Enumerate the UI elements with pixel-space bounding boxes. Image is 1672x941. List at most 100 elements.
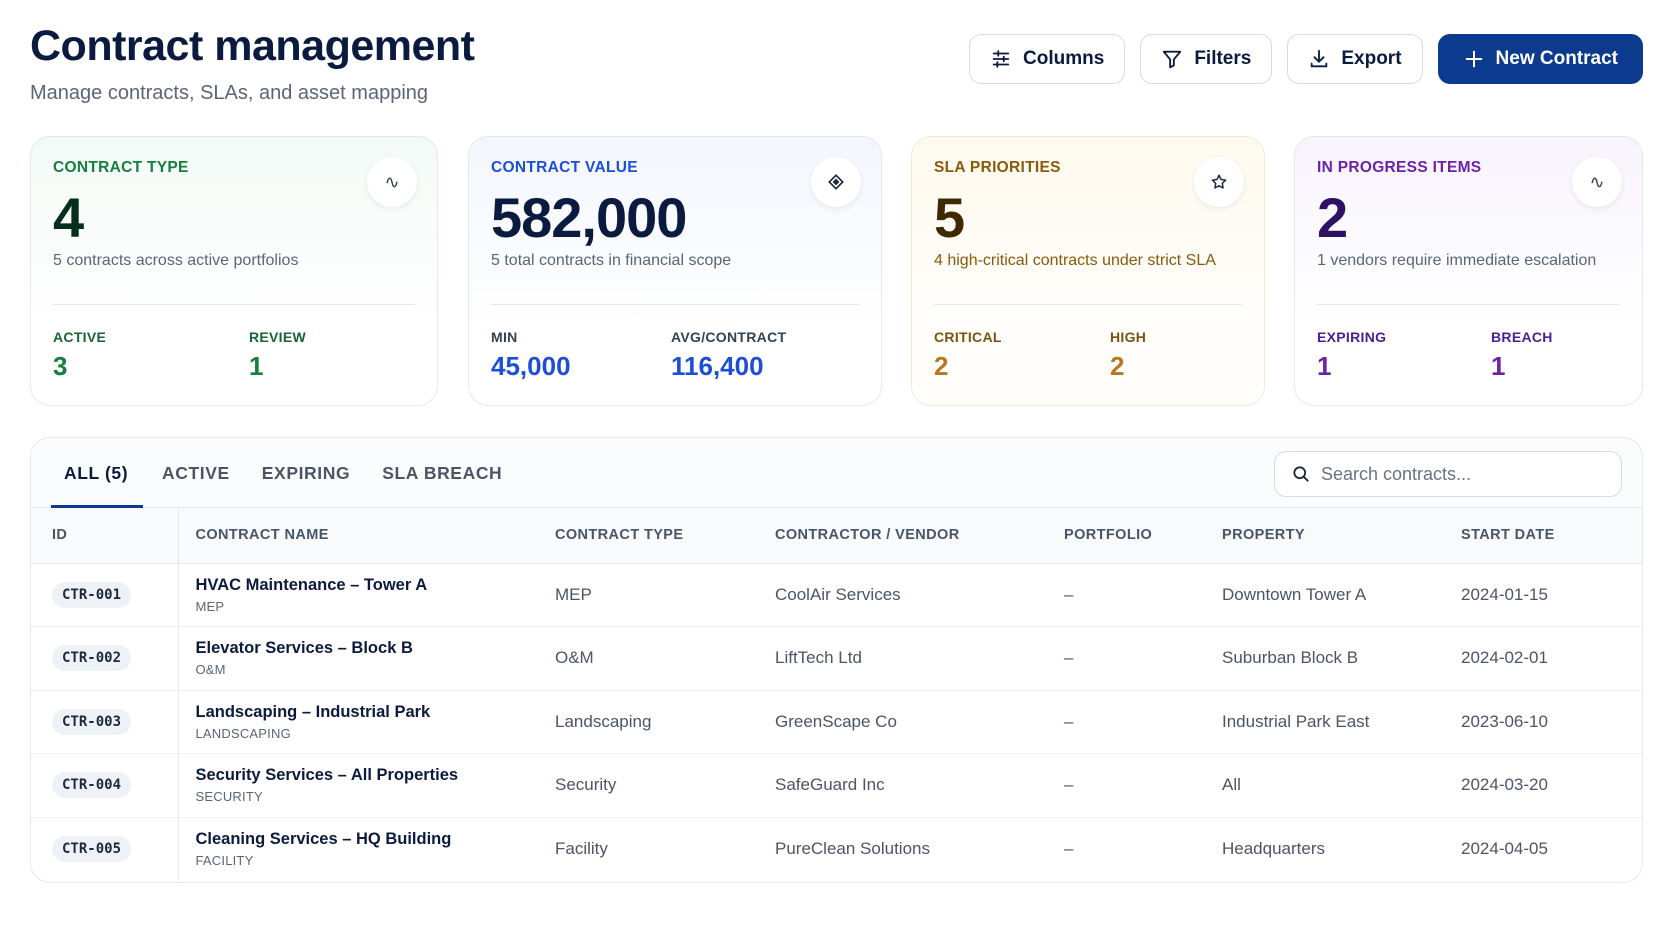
tab-expiring[interactable]: EXPIRING <box>261 462 351 483</box>
columns-button[interactable]: Columns <box>969 34 1126 84</box>
page-title: Contract management <box>30 22 475 70</box>
column-header-property[interactable]: PROPERTY <box>1222 508 1461 564</box>
stat-value: 45,000 <box>491 351 571 381</box>
table-row[interactable]: CTR-003 Landscaping – Industrial Park LA… <box>31 690 1642 754</box>
contract-start-date: 2024-03-20 <box>1461 753 1642 818</box>
search-icon <box>1293 466 1309 482</box>
column-header-contract-type[interactable]: CONTRACT TYPE <box>552 508 775 564</box>
card-divider <box>934 304 1242 305</box>
contract-name[interactable]: Security Services – All Properties <box>195 766 459 785</box>
stat-value: 1 <box>1491 351 1506 381</box>
card-value: 4 <box>53 186 84 249</box>
search-input[interactable] <box>1321 463 1611 485</box>
page: Contract management Manage contracts, SL… <box>30 22 1643 883</box>
export-button[interactable]: Export <box>1287 34 1423 84</box>
column-header-contract-name[interactable]: CONTRACT NAME <box>178 508 552 564</box>
table-row[interactable]: CTR-005 Cleaning Services – HQ Building … <box>31 817 1642 881</box>
card-stat: HIGH 2 <box>1110 329 1146 382</box>
stat-value: 3 <box>53 351 68 381</box>
column-header-portfolio[interactable]: PORTFOLIO <box>1064 508 1222 564</box>
contract-property: Suburban Block B <box>1222 626 1461 691</box>
contract-property: Industrial Park East <box>1222 690 1461 754</box>
contract-property: Downtown Tower A <box>1222 563 1461 627</box>
card-description: 1 vendors require immediate escalation <box>1317 252 1597 269</box>
contract-type: Landscaping <box>552 690 775 754</box>
card-description: 4 high-critical contracts under strict S… <box>934 252 1216 269</box>
contract-portfolio: – <box>1064 690 1222 754</box>
stat-label: ACTIVE <box>53 329 107 345</box>
contract-category: LANDSCAPING <box>195 725 291 741</box>
tab-active[interactable]: ACTIVE <box>162 462 230 483</box>
contract-portfolio: – <box>1064 753 1222 818</box>
tab-bar: ALL (5) ACTIVE EXPIRING SLA BREACH <box>31 438 1642 508</box>
page-header: Contract management Manage contracts, SL… <box>30 22 1643 122</box>
stat-label: REVIEW <box>249 329 307 345</box>
tabs: ALL (5) ACTIVE EXPIRING SLA BREACH <box>51 438 521 508</box>
page-subtitle: Manage contracts, SLAs, and asset mappin… <box>30 82 429 104</box>
contract-start-date: 2023-06-10 <box>1461 690 1642 754</box>
contract-start-date: 2024-04-05 <box>1461 839 1548 858</box>
card-stat: CRITICAL 2 <box>934 329 1002 382</box>
stat-label: EXPIRING <box>1317 329 1387 345</box>
filters-button[interactable]: Filters <box>1140 34 1273 84</box>
contract-name[interactable]: Landscaping – Industrial Park <box>195 702 431 721</box>
contract-vendor: GreenScape Co <box>775 690 1064 754</box>
card-label: CONTRACT TYPE <box>53 159 189 176</box>
card-value: 2 <box>1317 186 1348 249</box>
filter-icon <box>1163 50 1182 69</box>
card-stat: AVG/CONTRACT 116,400 <box>671 329 786 382</box>
card-description: 5 contracts across active portfolios <box>53 252 299 269</box>
contract-vendor: SafeGuard Inc <box>775 753 1064 818</box>
card-divider <box>491 304 859 305</box>
contracts-table: ID CONTRACT NAME CONTRACT TYPE CONTRACTO… <box>31 508 1642 881</box>
contract-type-card: CONTRACT TYPE ∿ 4 5 contracts across act… <box>30 136 438 406</box>
contract-name[interactable]: Cleaning Services – HQ Building <box>195 830 452 848</box>
column-header-start-date[interactable]: START DATE <box>1461 508 1642 564</box>
card-stat: ACTIVE 3 <box>53 329 106 382</box>
columns-button-label: Columns <box>1023 48 1105 69</box>
contract-start-date: 2024-02-01 <box>1461 626 1642 691</box>
contract-property: All <box>1222 753 1461 818</box>
sliders-icon <box>992 50 1010 68</box>
contract-type: O&M <box>552 626 775 691</box>
contract-name[interactable]: HVAC Maintenance – Tower A <box>195 575 428 594</box>
contract-portfolio: – <box>1064 839 1074 858</box>
star-icon <box>1194 157 1244 207</box>
contract-id: CTR-004 <box>52 772 132 799</box>
stat-value: 2 <box>934 351 949 381</box>
stat-value: 2 <box>1110 351 1125 381</box>
card-divider <box>53 304 415 305</box>
card-stat: EXPIRING 1 <box>1317 329 1386 382</box>
contract-id: CTR-002 <box>52 645 132 672</box>
stat-value: 116,400 <box>671 351 764 381</box>
table-row[interactable]: CTR-004 Security Services – All Properti… <box>31 753 1642 818</box>
contract-category: O&M <box>195 662 226 678</box>
in-progress-card: IN PROGRESS ITEMS ∿ 2 1 vendors require … <box>1294 136 1643 406</box>
column-header-id[interactable]: ID <box>31 508 179 564</box>
summary-cards: CONTRACT TYPE ∿ 4 5 contracts across act… <box>30 136 1643 408</box>
new-contract-button[interactable]: New Contract <box>1437 34 1643 84</box>
trend-icon: ∿ <box>1572 157 1622 207</box>
stat-label: BREACH <box>1491 329 1553 345</box>
stat-value: 1 <box>249 351 264 381</box>
stat-value: 1 <box>1317 351 1332 381</box>
tab-sla-breach[interactable]: SLA BREACH <box>382 462 503 483</box>
export-button-label: Export <box>1341 48 1402 69</box>
table-row[interactable]: CTR-001 HVAC Maintenance – Tower A MEP M… <box>31 563 1642 627</box>
plus-icon <box>1465 50 1482 68</box>
contract-vendor: LiftTech Ltd <box>775 626 1064 691</box>
contract-name[interactable]: Elevator Services – Block B <box>195 639 413 658</box>
card-description: 5 total contracts in financial scope <box>491 252 732 269</box>
tab-all[interactable]: ALL (5) <box>51 438 143 508</box>
table-row[interactable]: CTR-002 Elevator Services – Block B O&M … <box>31 626 1642 691</box>
contract-category: FACILITY <box>195 853 254 868</box>
contract-property: Headquarters <box>1222 839 1326 858</box>
search-box <box>1274 451 1622 497</box>
download-icon <box>1311 49 1328 68</box>
column-header-vendor[interactable]: CONTRACTOR / VENDOR <box>775 508 1064 564</box>
new-contract-button-label: New Contract <box>1495 48 1618 69</box>
table-header-row: ID CONTRACT NAME CONTRACT TYPE CONTRACTO… <box>31 508 1642 564</box>
contract-id: CTR-005 <box>52 836 132 862</box>
stat-label: AVG/CONTRACT <box>671 329 787 345</box>
contract-start-date: 2024-01-15 <box>1461 563 1642 627</box>
